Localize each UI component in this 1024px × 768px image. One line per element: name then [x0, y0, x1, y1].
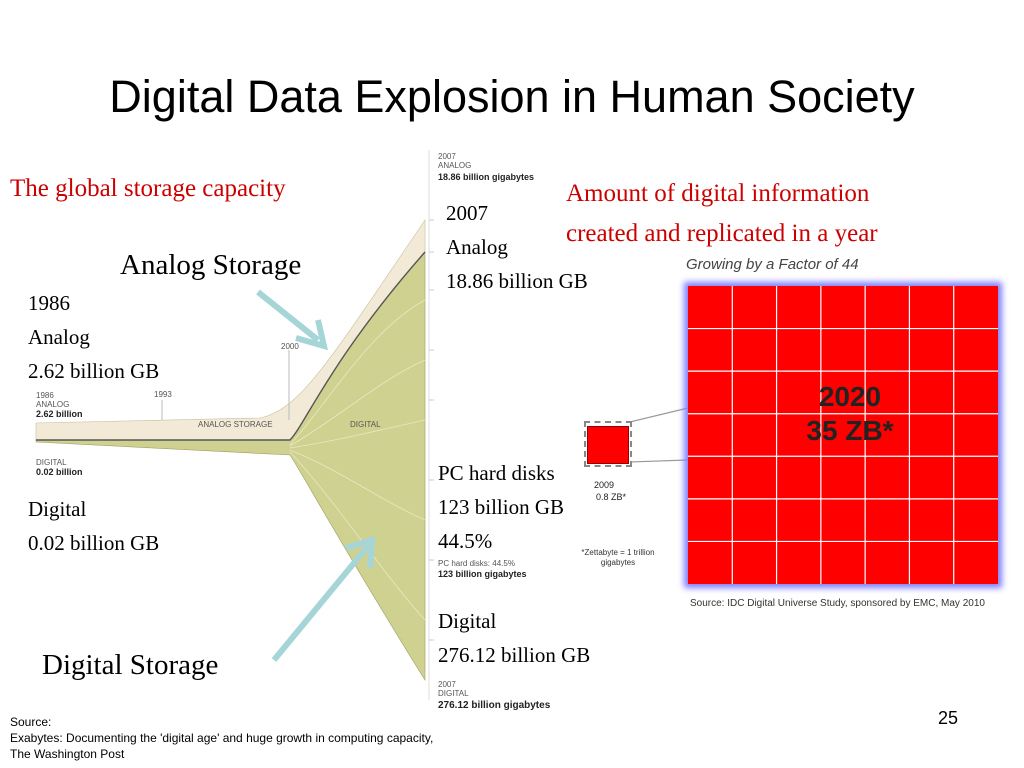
zoom-connector-top — [629, 407, 689, 423]
chart-band-analog: ANALOG STORAGE — [198, 420, 273, 429]
chart-pc-label: PC hard disks: 44.5% — [438, 559, 515, 568]
digital-streamlines — [289, 299, 426, 621]
left-1986-type: Analog — [28, 325, 90, 349]
chart-bottom-type: DIGITAL — [438, 689, 469, 698]
mid-pc-label: PC hard disks — [438, 461, 555, 485]
mid-2007-value: 18.86 billion GB — [446, 269, 588, 293]
left-heading: The global storage capacity — [10, 175, 286, 202]
chart-top-value: 18.86 billion gigabytes — [438, 172, 535, 182]
right-heading-line-2: created and replicated in a year — [566, 220, 878, 247]
digital-storage-label: Digital Storage — [42, 649, 219, 681]
mid-pc-percent: 44.5% — [438, 529, 493, 553]
chart-left-value: 2.62 billion — [36, 409, 83, 419]
chart-year-2000: 2000 — [281, 342, 299, 351]
right-heading-line-1: Amount of digital information — [566, 180, 870, 207]
zettabyte-2020-year: 2020 — [818, 381, 882, 412]
zettabyte-2009-outline — [584, 421, 632, 467]
left-digital-type: Digital — [28, 497, 87, 521]
zettabyte-2020-label: 2020 35 ZB* — [760, 380, 940, 448]
zettabyte-2009-box — [587, 426, 629, 464]
source-title: Exabytes: Documenting the 'digital age' … — [10, 731, 434, 745]
analog-storage-label: Analog Storage — [120, 249, 302, 281]
mid-digital-type: Digital — [438, 609, 497, 633]
mid-pc-value: 123 billion GB — [438, 495, 565, 519]
mid-2007-type: Analog — [446, 235, 508, 259]
zoom-connector-bottom — [629, 459, 689, 463]
left-1986-value: 2.62 billion GB — [28, 359, 160, 383]
zettabyte-grid-lines — [688, 286, 998, 584]
mid-2007-year: 2007 — [446, 201, 488, 225]
idc-source: Source: IDC Digital Universe Study, spon… — [690, 598, 985, 609]
chart-pc-value: 123 billion gigabytes — [438, 569, 527, 579]
chart-left-digital-type: DIGITAL — [36, 458, 67, 467]
chart-band-digital: DIGITAL — [350, 420, 381, 429]
chart-left-year: 1986 — [36, 391, 54, 400]
mid-pc-block: PC hard disks 123 billion GB 44.5% — [438, 456, 564, 558]
chart-left-type: ANALOG — [36, 400, 70, 409]
zettabyte-2009-year: 2009 — [594, 480, 615, 490]
zettabyte-grid — [688, 286, 998, 584]
page-number: 25 — [938, 708, 959, 728]
chart-top-year: 2007 — [438, 152, 456, 161]
chart-bottom-value: 276.12 billion gigabytes — [438, 700, 551, 711]
analog-storage-arrow — [256, 289, 329, 351]
right-heading: Amount of digital information created an… — [566, 174, 878, 254]
zettabyte-2020-value: 35 ZB* — [806, 415, 894, 446]
source-note: Source: Exabytes: Documenting the 'digit… — [10, 714, 433, 762]
left-1986-block: 1986 Analog 2.62 billion GB — [28, 286, 159, 388]
mid-digital-block: Digital 276.12 billion GB — [438, 604, 590, 672]
mid-digital-value: 276.12 billion GB — [438, 643, 591, 667]
left-1986-year: 1986 — [28, 291, 70, 315]
left-digital-block: Digital 0.02 billion GB — [28, 492, 159, 560]
zettabyte-footnote: *Zettabyte = 1 trillion gigabytes — [581, 548, 655, 567]
mid-2007-block: 2007 Analog 18.86 billion GB — [446, 196, 588, 298]
source-publisher: The Washington Post — [10, 747, 125, 761]
chart-bottom-year: 2007 — [438, 680, 456, 689]
chart-year-1993: 1993 — [154, 390, 172, 399]
source-label: Source: — [10, 715, 52, 729]
chart-top-type: ANALOG — [438, 161, 472, 170]
page-title: Digital Data Explosion in Human Society — [109, 71, 915, 122]
zettabyte-2009-value: 0.8 ZB* — [596, 492, 627, 502]
left-digital-value: 0.02 billion GB — [28, 531, 160, 555]
digital-storage-arrow — [271, 535, 376, 662]
growth-caption: Growing by a Factor of 44 — [686, 256, 859, 273]
analog-digital-boundary — [36, 251, 426, 441]
chart-left-digital-value: 0.02 billion — [36, 467, 83, 477]
